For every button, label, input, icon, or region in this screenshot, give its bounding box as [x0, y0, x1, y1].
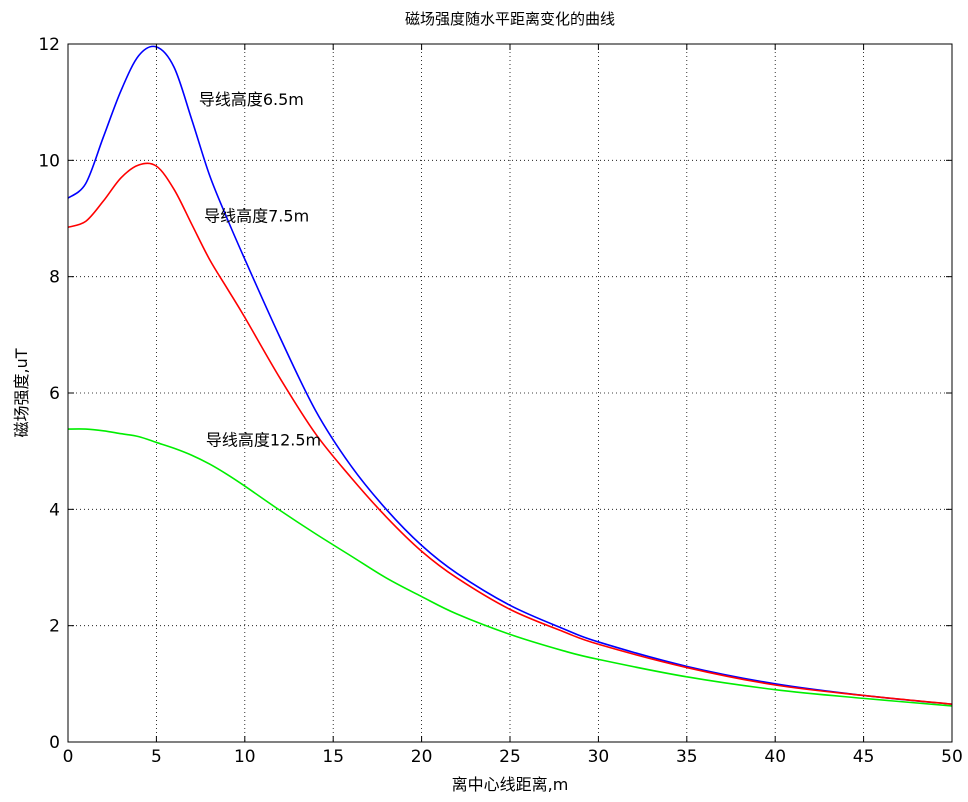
- axis-ticks: [67, 43, 953, 743]
- x-tick-label: 25: [499, 747, 521, 767]
- series-line-2: [67, 162, 953, 705]
- x-tick-label: 35: [676, 747, 698, 767]
- grid-lines: [68, 44, 952, 742]
- x-tick-label: 15: [322, 747, 344, 767]
- y-tick-label: 2: [49, 617, 60, 637]
- chart-title: 磁场强度随水平距离变化的曲线: [405, 10, 615, 28]
- annotations: 导线高度6.5m 导线高度7.5m 导线高度12.5m: [199, 90, 321, 449]
- y-tick-label: 10: [38, 151, 60, 171]
- x-tick-label: 5: [151, 747, 162, 767]
- series-annotation-3: 导线高度12.5m: [206, 430, 321, 449]
- x-axis-label: 离中心线距离,m: [452, 775, 569, 794]
- y-axis-label: 磁场强度,uT: [12, 348, 31, 437]
- x-tick-label: 20: [411, 747, 433, 767]
- series-line-1: [67, 45, 953, 705]
- series-annotation-1: 导线高度6.5m: [199, 90, 304, 109]
- series-annotation-2: 导线高度7.5m: [204, 206, 309, 225]
- y-tick-label: 8: [49, 268, 60, 288]
- y-tick-label: 0: [49, 733, 60, 753]
- x-tick-label: 10: [234, 747, 256, 767]
- series-group: [67, 45, 953, 707]
- axis-tick-labels: 0 5 10 15 20 25 30 35 40 45 50 0 2 4 6 8 10 12: [38, 35, 962, 767]
- x-tick-label: 30: [588, 747, 610, 767]
- y-tick-label: 12: [38, 35, 60, 55]
- x-tick-label: 0: [63, 747, 74, 767]
- series-line-3: [67, 428, 953, 707]
- x-tick-label: 50: [941, 747, 963, 767]
- x-tick-label: 40: [764, 747, 786, 767]
- x-tick-label: 45: [853, 747, 875, 767]
- y-tick-label: 6: [49, 384, 60, 404]
- y-tick-label: 4: [49, 500, 60, 520]
